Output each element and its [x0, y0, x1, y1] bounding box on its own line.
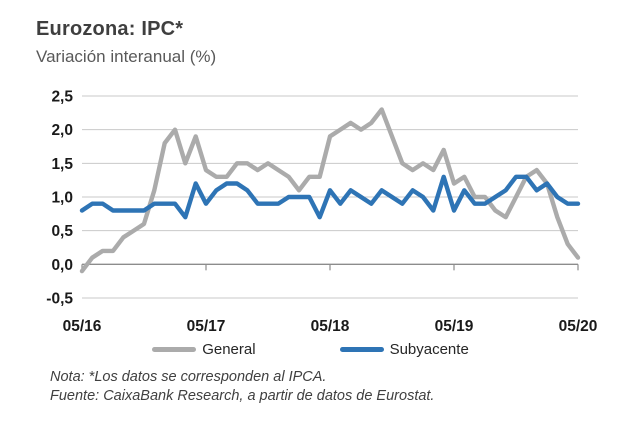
series-line-subyacente [79, 174, 581, 220]
y-tick-label: 1,5 [51, 156, 73, 173]
y-tick-label: 0,0 [51, 257, 73, 274]
x-tick-label: 05/18 [311, 318, 350, 335]
y-tick-label: 1,0 [51, 190, 73, 207]
x-tick-label: 05/20 [559, 318, 598, 335]
x-tick-label: 05/17 [187, 318, 226, 335]
legend-item-subyacente: Subyacente [339, 341, 469, 358]
general-line-swatch [152, 347, 197, 352]
page-subtitle: Variación interanual (%) [36, 47, 217, 66]
y-tick-label: 2,0 [51, 122, 73, 139]
page-title: Eurozona: IPC* [36, 18, 184, 40]
x-tick-label: 05/16 [63, 318, 102, 335]
series-line-general [79, 107, 581, 274]
legend-label-subyacente: Subyacente [389, 341, 469, 358]
x-tick-label: 05/19 [435, 318, 474, 335]
footnotes: Nota: *Los datos se corresponden al IPCA… [50, 368, 434, 406]
source-line: Fuente: CaixaBank Research, a partir de … [50, 388, 435, 404]
legend-label-general: General [202, 341, 256, 358]
y-tick-label: 0,5 [51, 223, 73, 240]
y-tick-label: 2,5 [51, 89, 73, 106]
legend: General Subyacente [0, 341, 621, 358]
subyacente-line-swatch [339, 347, 384, 352]
y-tick-label: -0,5 [46, 291, 73, 308]
legend-item-general: General [152, 341, 256, 358]
note-line: Nota: *Los datos se corresponden al IPCA… [50, 369, 327, 385]
line-chart-canvas: 2,5 2,0 1,5 1,0 0,5 0,0 -0,5 05/16 05/17 05/18 05/… [46, 89, 598, 336]
